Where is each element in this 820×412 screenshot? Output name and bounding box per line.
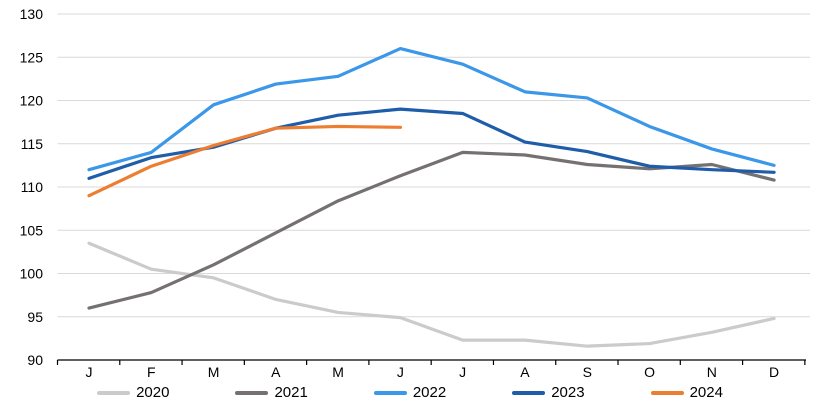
legend-swatch-2021	[235, 390, 269, 395]
x-axis-month-label: M	[332, 364, 344, 380]
x-axis-month-label: A	[520, 364, 530, 380]
legend-item-2023: 2023	[512, 384, 585, 401]
x-axis-month-label: D	[769, 364, 779, 380]
y-axis-tick-label: 105	[20, 222, 44, 238]
legend-item-2024: 2024	[650, 384, 723, 401]
legend-item-2022: 2022	[373, 384, 447, 401]
x-axis-month-label: J	[459, 364, 466, 380]
series-line-2020	[87, 241, 776, 348]
x-axis-month-label: O	[644, 364, 655, 380]
chart-legend: 2020 2021 2022 2023 2024	[0, 385, 820, 400]
legend-label-2021: 2021	[274, 384, 308, 401]
y-axis-tick-label: 115	[21, 136, 44, 152]
x-axis-month-label: M	[208, 364, 220, 380]
series-line-2022	[87, 46, 776, 172]
x-axis-month-label: S	[583, 364, 592, 380]
legend-item-2021: 2021	[235, 384, 308, 401]
legend-swatch-2023	[512, 390, 546, 395]
x-axis-month-label: A	[271, 364, 281, 380]
legend-swatch-2020	[97, 390, 131, 395]
legend-label-2024: 2024	[689, 384, 723, 401]
legend-label-2023: 2023	[551, 384, 585, 401]
series-line-2024	[87, 124, 402, 198]
x-axis-month-label: N	[707, 364, 717, 380]
y-axis-tick-label: 100	[20, 266, 44, 282]
legend-swatch-2022	[373, 390, 407, 395]
legend-item-2020: 2020	[97, 385, 169, 400]
y-axis-tick-label: 125	[20, 49, 44, 65]
legend-swatch-2024	[650, 390, 684, 395]
y-axis-tick-label: 120	[20, 93, 44, 109]
y-axis-tick-label: 110	[21, 179, 44, 195]
y-axis-tick-label: 90	[27, 352, 43, 368]
y-axis-tick-label: 130	[20, 6, 44, 22]
x-axis-month-label: J	[397, 364, 404, 380]
x-axis-month-label: J	[86, 364, 93, 380]
y-axis-tick-label: 95	[27, 309, 43, 325]
x-axis-month-label: F	[147, 364, 156, 380]
legend-label-2020: 2020	[136, 384, 170, 401]
legend-label-2022: 2022	[412, 384, 447, 401]
